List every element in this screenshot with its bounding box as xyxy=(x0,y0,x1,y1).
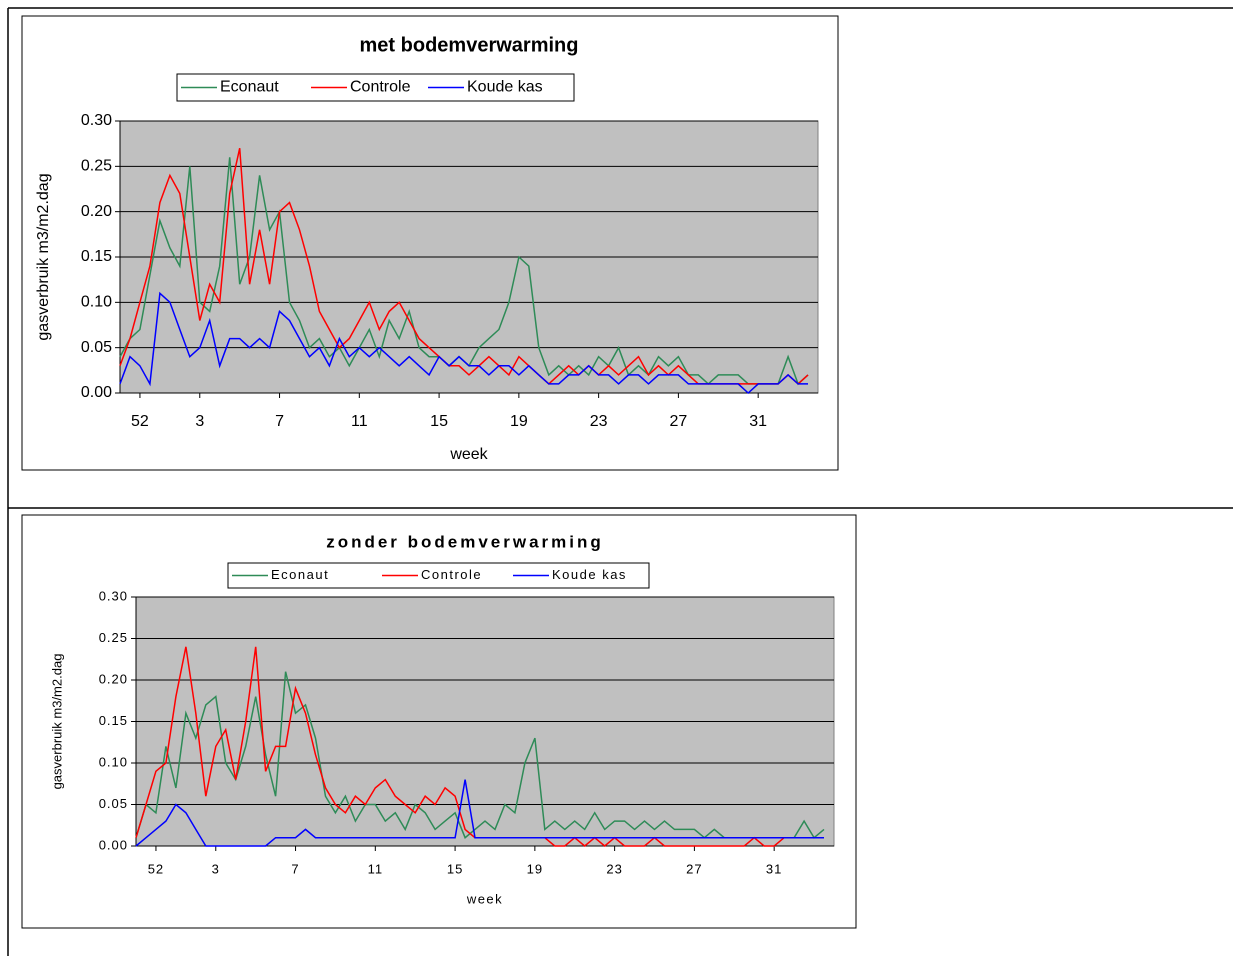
legend-label: Econaut xyxy=(271,567,329,582)
x-tick-label: 31 xyxy=(766,861,782,876)
legend-box xyxy=(227,562,650,589)
x-tick-label: 3 xyxy=(212,861,220,876)
x-tick-label: 23 xyxy=(606,861,622,876)
x-tick-label: 31 xyxy=(749,413,767,430)
y-tick-label: 0.00 xyxy=(81,384,112,401)
y-axis-label: gasverbruik m3/m2.dag xyxy=(35,173,52,340)
x-tick-label: 11 xyxy=(351,413,368,430)
legend-label: Koude kas xyxy=(552,567,627,582)
series-line xyxy=(135,671,825,839)
x-tick-label: 27 xyxy=(670,413,688,430)
legend-label: Controle xyxy=(350,79,411,96)
x-tick-label: 23 xyxy=(590,413,608,430)
x-tick-label: 7 xyxy=(291,861,299,876)
x-tick-label: 19 xyxy=(510,413,528,430)
y-tick-label: 0.20 xyxy=(99,671,128,686)
x-tick-label: 52 xyxy=(148,861,164,876)
y-tick-label: 0.25 xyxy=(81,158,112,175)
x-tick-label: 27 xyxy=(686,861,702,876)
chart-title: zonder bodemverwarming xyxy=(326,532,604,551)
x-axis-label: week xyxy=(449,446,488,463)
legend-label: Econaut xyxy=(220,79,279,96)
y-tick-label: 0.05 xyxy=(81,339,112,356)
y-tick-label: 0.30 xyxy=(99,588,128,603)
y-axis-label: gasverbruik m3/m2.dag xyxy=(49,654,64,790)
y-tick-label: 0.00 xyxy=(99,837,128,852)
x-tick-label: 3 xyxy=(195,413,204,430)
x-tick-label: 7 xyxy=(275,413,284,430)
y-tick-label: 0.25 xyxy=(99,630,128,645)
x-tick-label: 19 xyxy=(527,861,543,876)
x-tick-label: 52 xyxy=(131,413,149,430)
y-tick-label: 0.15 xyxy=(81,248,112,265)
legend-box xyxy=(176,73,575,102)
series-line xyxy=(119,291,808,395)
y-tick-label: 0.20 xyxy=(81,203,112,220)
series-line xyxy=(135,779,824,847)
chart-title: met bodemverwarming xyxy=(360,34,579,56)
x-axis-label: week xyxy=(466,891,503,906)
y-tick-label: 0.05 xyxy=(99,796,128,811)
legend-label: Controle xyxy=(421,567,482,582)
y-tick-label: 0.10 xyxy=(99,754,128,769)
x-tick-label: 15 xyxy=(430,413,448,430)
x-tick-label: 15 xyxy=(447,861,463,876)
y-tick-label: 0.30 xyxy=(81,112,112,129)
y-tick-label: 0.10 xyxy=(81,294,112,311)
series-line xyxy=(119,148,809,385)
y-tick-label: 0.15 xyxy=(99,713,128,728)
x-tick-label: 11 xyxy=(368,861,384,876)
legend-label: Koude kas xyxy=(467,79,543,96)
